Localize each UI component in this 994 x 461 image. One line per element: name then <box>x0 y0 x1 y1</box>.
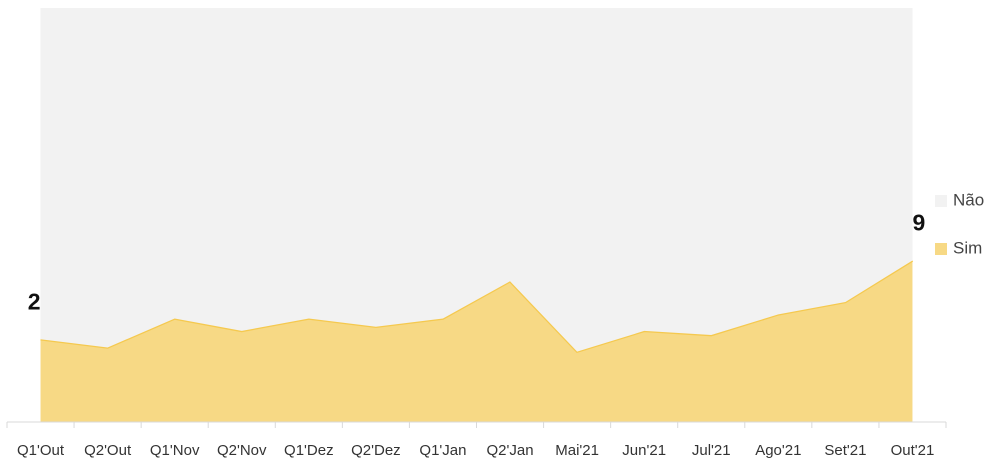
x-tick-label: Q2'Dez <box>351 442 401 459</box>
x-tick-label: Set'21 <box>824 442 866 459</box>
legend-label: Não <box>953 190 984 209</box>
x-tick-label: Ago'21 <box>755 442 801 459</box>
x-tick-label: Q1'Out <box>17 442 65 459</box>
x-tick-label: Q1'Dez <box>284 442 334 459</box>
x-tick-label: Q1'Nov <box>150 442 200 459</box>
x-tick-label: Q2'Jan <box>487 442 534 459</box>
x-tick-label: Q2'Out <box>84 442 132 459</box>
legend-swatch <box>935 243 947 255</box>
x-tick-label: Out'21 <box>891 442 935 459</box>
x-tick-label: Q2'Nov <box>217 442 267 459</box>
x-tick-label: Jun'21 <box>622 442 666 459</box>
area <box>40 260 913 422</box>
legend-swatch <box>935 195 947 207</box>
legend-label: Sim <box>953 238 982 257</box>
x-tick-label: Q1'Jan <box>419 442 466 459</box>
area <box>40 8 913 352</box>
x-tick-label: Jul'21 <box>692 442 731 459</box>
x-tick-label: Mai'21 <box>555 442 599 459</box>
